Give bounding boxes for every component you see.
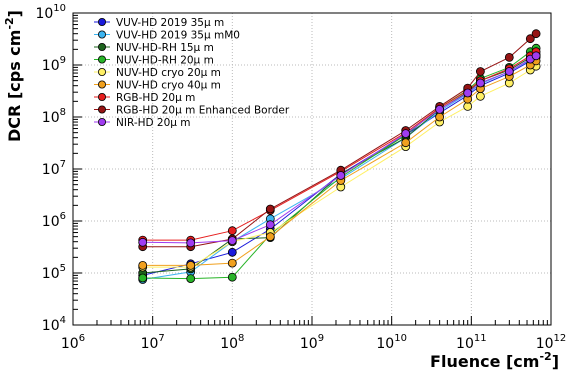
data-series <box>138 29 541 284</box>
legend-label: NUV-HD-RH 20µ m <box>116 54 214 66</box>
x-tick-label: 107 <box>141 333 165 352</box>
data-point <box>186 238 196 248</box>
x-tick-label: 1010 <box>376 333 407 352</box>
data-point <box>186 260 196 270</box>
legend-item: NUV-HD cryo 40µ m <box>94 79 221 91</box>
data-point <box>531 29 541 39</box>
y-tick-label: 109 <box>42 55 66 74</box>
legend-marker <box>98 17 107 26</box>
data-point <box>138 273 148 283</box>
legend-marker <box>98 105 107 114</box>
data-point <box>227 272 237 282</box>
axis-ticks: 106 107 108 109 1010 1011 1012 104 105 106 107 108 1… <box>35 3 566 352</box>
series-8 <box>138 51 541 248</box>
legend-label: RGB-HD 20µ m Enhanced Border <box>116 104 290 116</box>
data-point <box>463 102 473 111</box>
legend-marker <box>98 93 107 102</box>
x-tick-label: 106 <box>61 333 85 352</box>
data-point <box>504 53 514 62</box>
data-point <box>265 204 275 214</box>
data-point <box>227 258 237 268</box>
legend-label: NUV-HD cryo 40µ m <box>116 79 221 91</box>
legend-marker <box>98 118 107 127</box>
y-tick-label: 107 <box>42 159 66 178</box>
y-tick-label: 108 <box>42 107 66 126</box>
legend-item: RGB-HD 20µ m Enhanced Border <box>94 104 290 116</box>
legend-item: NUV-HD cryo 20µ m <box>94 67 221 79</box>
data-point <box>475 67 485 76</box>
legend-label: VUV-HD 2019 35µ m <box>116 17 224 29</box>
data-point <box>401 138 411 148</box>
data-point <box>531 51 541 61</box>
data-point <box>336 171 346 180</box>
data-point <box>463 88 473 98</box>
legend-item: VUV-HD 2019 35µ mM0 <box>94 29 240 41</box>
y-axis-title: DCR [cps cm-2] <box>3 10 24 142</box>
data-point <box>186 274 196 284</box>
data-point <box>265 220 275 230</box>
y-tick-label: 105 <box>42 263 66 282</box>
legend-item: NUV-HD-RH 15µ m <box>94 42 214 54</box>
data-point <box>504 67 514 76</box>
data-point <box>435 112 445 122</box>
y-tick-label: 104 <box>42 315 66 334</box>
data-point <box>401 129 411 139</box>
legend-marker <box>98 43 107 52</box>
data-point <box>227 247 237 257</box>
data-point <box>138 260 148 270</box>
data-point <box>435 105 445 114</box>
legend-label: NUV-HD cryo 20µ m <box>116 67 221 79</box>
series-line <box>142 33 537 248</box>
data-point <box>138 237 148 247</box>
data-point <box>227 236 237 246</box>
y-tick-label: 1010 <box>35 3 66 22</box>
x-tick-label: 1012 <box>536 333 567 352</box>
legend-item: NUV-HD-RH 20µ m <box>94 54 214 66</box>
legend-label: RGB-HD 20µ m <box>116 92 195 104</box>
legend-item: NIR-HD 20µ m <box>94 117 191 129</box>
grid-lines <box>73 13 551 325</box>
legend-label: NIR-HD 20µ m <box>116 117 191 129</box>
x-tick-label: 109 <box>300 333 324 352</box>
legend-item: VUV-HD 2019 35µ m <box>94 17 224 29</box>
data-point <box>475 91 485 101</box>
data-point <box>265 232 275 242</box>
legend-marker <box>98 80 107 89</box>
x-axis-title: Fluence [cm-2] <box>430 350 559 371</box>
legend-item: RGB-HD 20µ m <box>94 92 195 104</box>
data-point <box>475 78 485 88</box>
x-tick-label: 108 <box>220 333 244 352</box>
x-tick-label: 1011 <box>456 333 487 352</box>
legend-marker <box>98 68 107 77</box>
legend-marker <box>98 55 107 64</box>
y-tick-label: 106 <box>42 211 66 230</box>
legend-marker <box>98 30 107 39</box>
data-point <box>227 226 237 236</box>
legend-label: NUV-HD-RH 15µ m <box>116 42 214 54</box>
legend-label: VUV-HD 2019 35µ mM0 <box>116 29 240 41</box>
data-point <box>525 34 535 44</box>
